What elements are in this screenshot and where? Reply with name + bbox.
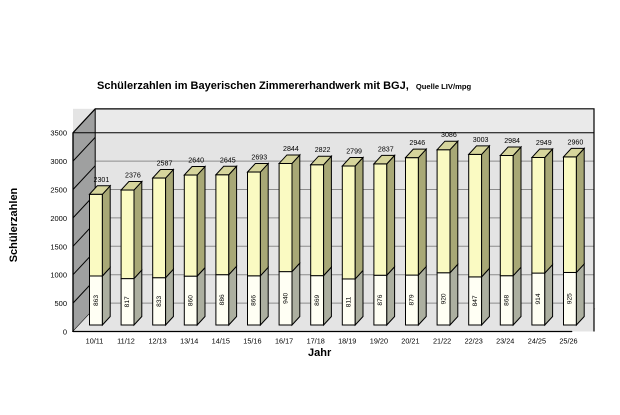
svg-text:2640: 2640 — [188, 157, 204, 165]
svg-text:2837: 2837 — [378, 145, 394, 153]
svg-text:3086: 3086 — [441, 131, 457, 139]
svg-text:3000: 3000 — [50, 157, 67, 166]
svg-text:0: 0 — [63, 328, 67, 337]
svg-text:2500: 2500 — [50, 186, 67, 195]
svg-text:2949: 2949 — [536, 139, 552, 147]
svg-text:833: 833 — [156, 295, 163, 306]
svg-text:11/12: 11/12 — [117, 337, 135, 346]
svg-text:879: 879 — [409, 294, 416, 305]
svg-text:2822: 2822 — [315, 146, 331, 154]
svg-text:868: 868 — [504, 294, 511, 305]
svg-text:2960: 2960 — [568, 138, 584, 146]
svg-text:817: 817 — [124, 296, 131, 307]
svg-text:869: 869 — [314, 294, 321, 305]
svg-text:17/18: 17/18 — [307, 337, 325, 346]
svg-text:2000: 2000 — [50, 214, 67, 223]
svg-text:914: 914 — [535, 293, 542, 304]
svg-text:2946: 2946 — [409, 139, 425, 147]
svg-text:2587: 2587 — [157, 160, 173, 168]
svg-text:12/13: 12/13 — [148, 337, 166, 346]
svg-text:2984: 2984 — [504, 137, 520, 145]
svg-text:19/20: 19/20 — [370, 337, 388, 346]
svg-text:2645: 2645 — [220, 156, 236, 164]
svg-text:24/25: 24/25 — [528, 337, 546, 346]
svg-text:847: 847 — [472, 295, 479, 306]
svg-text:1000: 1000 — [50, 271, 67, 280]
svg-text:2844: 2844 — [283, 145, 299, 153]
svg-text:14/15: 14/15 — [212, 337, 230, 346]
svg-text:1500: 1500 — [50, 242, 67, 251]
svg-text:866: 866 — [251, 295, 258, 306]
svg-text:886: 886 — [219, 294, 226, 305]
svg-text:13/14: 13/14 — [180, 337, 198, 346]
svg-text:925: 925 — [567, 293, 574, 304]
svg-text:940: 940 — [282, 292, 289, 303]
svg-text:18/19: 18/19 — [338, 337, 356, 346]
svg-text:3500: 3500 — [50, 129, 67, 138]
svg-text:23/24: 23/24 — [496, 337, 514, 346]
svg-text:876: 876 — [377, 294, 384, 305]
svg-text:920: 920 — [440, 293, 447, 304]
svg-text:811: 811 — [346, 296, 353, 307]
svg-text:2301: 2301 — [94, 176, 110, 184]
svg-text:15/16: 15/16 — [243, 337, 261, 346]
svg-text:2376: 2376 — [125, 172, 141, 180]
svg-text:25/26: 25/26 — [559, 337, 577, 346]
svg-text:20/21: 20/21 — [401, 337, 419, 346]
svg-text:16/17: 16/17 — [275, 337, 293, 346]
svg-text:500: 500 — [54, 299, 67, 308]
svg-text:2693: 2693 — [251, 154, 267, 162]
svg-text:21/22: 21/22 — [433, 337, 451, 346]
svg-text:10/11: 10/11 — [86, 337, 104, 346]
svg-text:863: 863 — [93, 295, 100, 306]
svg-text:22/23: 22/23 — [465, 337, 483, 346]
svg-text:2799: 2799 — [346, 148, 362, 156]
svg-text:860: 860 — [188, 295, 195, 306]
svg-text:3003: 3003 — [473, 136, 489, 144]
